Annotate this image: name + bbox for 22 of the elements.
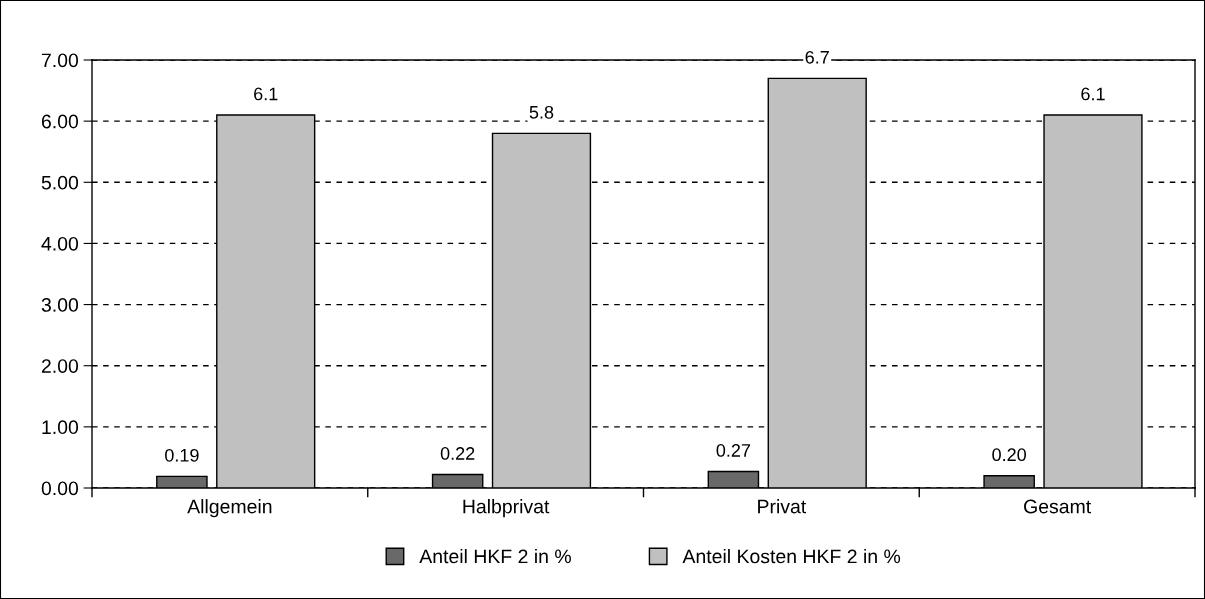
legend-label: Anteil HKF 2 in % [419,548,571,564]
data-label: 5.8 [529,105,554,119]
x-tick-label: Privat [758,499,807,514]
data-label: 0.22 [440,447,475,460]
x-tick-label: Allgemein [187,499,272,518]
y-tick-label: 6.00 [41,114,79,129]
y-tick-label: 4.00 [41,236,79,251]
y-tick-label: 1.00 [42,420,79,435]
data-label: 6.1 [254,87,278,101]
legend-label: Anteil Kosten HKF 2 in % [682,548,901,564]
data-label: 6.1 [1081,87,1105,101]
y-tick-label: 5.00 [41,175,79,190]
data-label: 0.27 [716,444,751,457]
y-tick-label: 0.00 [41,481,79,496]
x-tick-label: Halbprivat [463,499,550,518]
data-label: 0.20 [992,448,1027,462]
y-tick-label: 3.00 [41,298,79,312]
x-tick-label: Gesamt [1024,499,1092,514]
y-tick-label: 2.00 [41,359,79,373]
data-label: 0.19 [165,448,199,462]
data-label: 6.7 [805,50,829,64]
y-tick-label: 7.00 [41,53,79,68]
